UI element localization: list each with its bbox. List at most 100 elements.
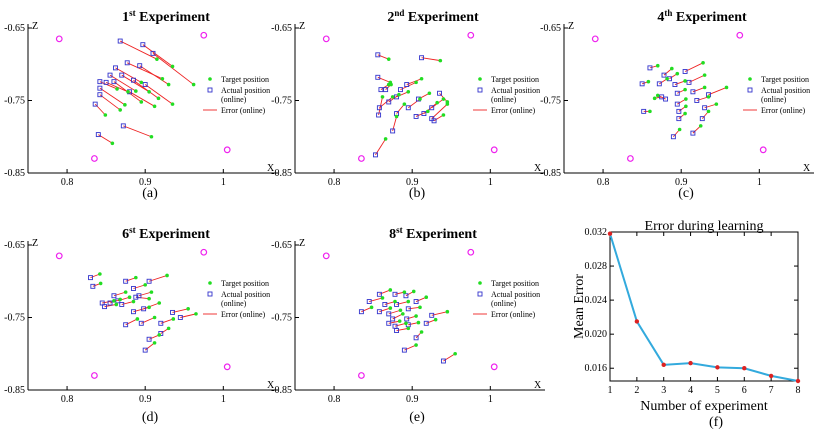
target-position-marker: [139, 100, 144, 104]
legend-error-label: Error (online): [491, 310, 536, 319]
legend-target-label: Target position: [761, 75, 809, 84]
reference-point: [322, 252, 330, 260]
target-position-marker: [152, 341, 157, 345]
x-axis-label: Number of experiment: [640, 399, 768, 414]
actual-position-marker: [392, 291, 398, 297]
actual-position-marker: [429, 105, 435, 111]
actual-position-marker: [419, 55, 425, 61]
x-tick-label: 0.9: [406, 177, 419, 188]
title-superscript: st: [129, 8, 136, 18]
mean-error-line: [609, 233, 799, 382]
actual-position-marker: [138, 320, 144, 326]
actual-position-marker: [674, 101, 680, 107]
y-tick-label: 0.028: [585, 261, 608, 272]
actual-position-marker: [137, 63, 143, 69]
target-position-marker: [389, 82, 393, 87]
actual-position-marker: [177, 315, 183, 320]
reference-point: [490, 363, 498, 371]
target-position-marker: [684, 104, 688, 109]
mean-error-point: [768, 373, 774, 379]
mean-error-point: [688, 360, 693, 366]
actual-position-marker: [413, 113, 419, 119]
target-position-marker: [112, 299, 116, 303]
title-number: 8: [389, 227, 396, 242]
reference-point: [736, 31, 744, 39]
legend-target-label: Target position: [491, 75, 539, 84]
actual-position-marker: [119, 72, 125, 78]
target-position-marker: [171, 317, 176, 321]
actual-position-marker: [170, 309, 175, 315]
chart-title: Error during learning: [645, 219, 764, 234]
target-position-marker: [127, 295, 132, 300]
actual-position-marker: [404, 316, 410, 322]
target-position-marker: [397, 92, 401, 97]
error-line: [421, 57, 441, 62]
legend-actual-swatch: [477, 291, 483, 297]
error-line: [708, 87, 727, 96]
error-line: [142, 44, 173, 67]
target-position-marker: [416, 320, 421, 325]
x-tick-label: 0.9: [406, 394, 419, 405]
actual-position-marker: [150, 50, 156, 56]
target-position-marker: [134, 275, 138, 280]
target-position-marker: [118, 297, 122, 302]
actual-position-marker: [141, 306, 147, 312]
actual-position-marker: [142, 347, 148, 353]
legend-target-swatch: [208, 77, 212, 81]
actual-position-marker: [670, 134, 676, 140]
x-tick-label: 5: [715, 385, 720, 396]
target-position-marker: [677, 127, 682, 132]
x-axis-label: X: [803, 163, 811, 174]
y-tick-label: -0.65: [4, 240, 25, 251]
x-tick-label: 1: [221, 177, 226, 188]
target-position-marker: [143, 283, 147, 287]
legend-target-swatch: [478, 281, 482, 285]
actual-position-marker: [88, 275, 93, 281]
actual-position-marker: [90, 283, 96, 289]
panel-caption: (c): [678, 186, 694, 201]
target-position-marker: [149, 134, 154, 139]
actual-position-marker: [641, 108, 647, 114]
target-position-marker: [683, 111, 687, 116]
actual-position-marker: [429, 312, 435, 318]
target-position-marker: [147, 305, 151, 310]
legend-error-label: Error (online): [491, 106, 536, 115]
target-position-marker: [139, 80, 144, 85]
scatter-panel-3: 4th Experiment 0.8 0.9 1 -0.65 -0.75 -0.85 Z X Ta…: [540, 8, 814, 201]
panel-caption: (f): [709, 415, 723, 430]
actual-position-marker: [113, 65, 118, 71]
actual-position-marker: [390, 316, 396, 322]
actual-position-marker: [690, 130, 696, 136]
reference-point: [490, 146, 498, 154]
legend-actual-swatch: [747, 87, 753, 93]
actual-position-marker: [421, 111, 427, 117]
x-tick-label: 1: [757, 177, 762, 188]
panel-title: 1st Experiment: [122, 8, 210, 25]
actual-position-marker: [656, 81, 662, 87]
legend-error-label: Error (online): [221, 310, 266, 319]
legend-actual-label: Actual position: [491, 290, 540, 299]
x-tick-label: 0.9: [139, 394, 152, 405]
target-position-marker: [724, 85, 729, 90]
target-position-marker: [438, 58, 443, 63]
target-position-marker: [683, 87, 687, 92]
actual-position-marker: [405, 105, 411, 111]
actual-position-marker: [440, 358, 446, 364]
error-line: [109, 74, 137, 92]
actual-position-marker: [97, 79, 103, 85]
title-word: Experiment: [136, 227, 211, 242]
y-tick-label: -0.75: [540, 96, 561, 107]
error-line: [127, 62, 163, 80]
target-position-marker: [170, 64, 175, 69]
title-number: 2: [387, 10, 394, 25]
actual-position-marker: [676, 108, 682, 114]
target-position-marker: [419, 76, 424, 81]
target-position-marker: [388, 288, 393, 292]
title-word: Experiment: [136, 10, 211, 25]
error-line: [139, 65, 169, 85]
actual-position-marker: [102, 304, 108, 310]
error-line: [688, 74, 705, 83]
error-line: [148, 275, 168, 282]
target-position-marker: [152, 315, 157, 320]
